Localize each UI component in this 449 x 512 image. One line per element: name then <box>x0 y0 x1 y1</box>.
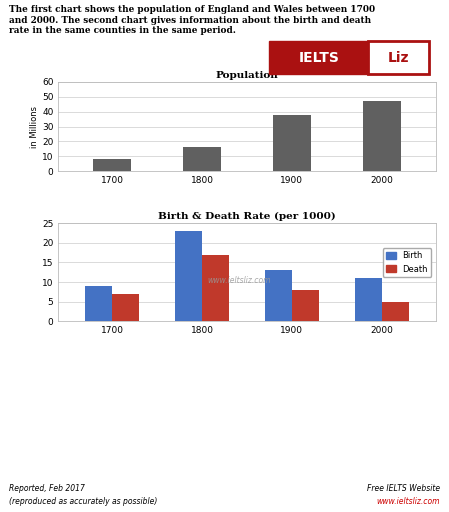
Text: (reproduced as accurately as possible): (reproduced as accurately as possible) <box>9 497 157 506</box>
Title: Population: Population <box>216 71 278 80</box>
Text: www.ieltsliz.com: www.ieltsliz.com <box>377 497 440 506</box>
Bar <box>363 101 401 171</box>
Bar <box>202 254 229 321</box>
Bar <box>273 115 311 171</box>
Text: Free IELTS Website: Free IELTS Website <box>367 484 440 493</box>
Bar <box>355 278 382 321</box>
Bar <box>382 302 409 321</box>
Text: The first chart shows the population of England and Wales between 1700
and 2000.: The first chart shows the population of … <box>9 5 375 35</box>
Bar <box>112 294 139 321</box>
Bar <box>265 270 292 321</box>
Y-axis label: in Millions: in Millions <box>30 105 39 147</box>
Bar <box>292 290 319 321</box>
Title: Birth & Death Rate (per 1000): Birth & Death Rate (per 1000) <box>158 212 336 221</box>
Text: www.ieltsliz.com: www.ieltsliz.com <box>207 275 271 285</box>
Bar <box>85 286 112 321</box>
Bar <box>93 159 131 171</box>
Bar <box>175 231 202 321</box>
Text: Reported, Feb 2017: Reported, Feb 2017 <box>9 484 85 493</box>
Legend: Birth, Death: Birth, Death <box>383 248 431 277</box>
Bar <box>183 147 221 171</box>
Text: IELTS: IELTS <box>298 51 339 65</box>
Text: Liz: Liz <box>388 51 409 65</box>
